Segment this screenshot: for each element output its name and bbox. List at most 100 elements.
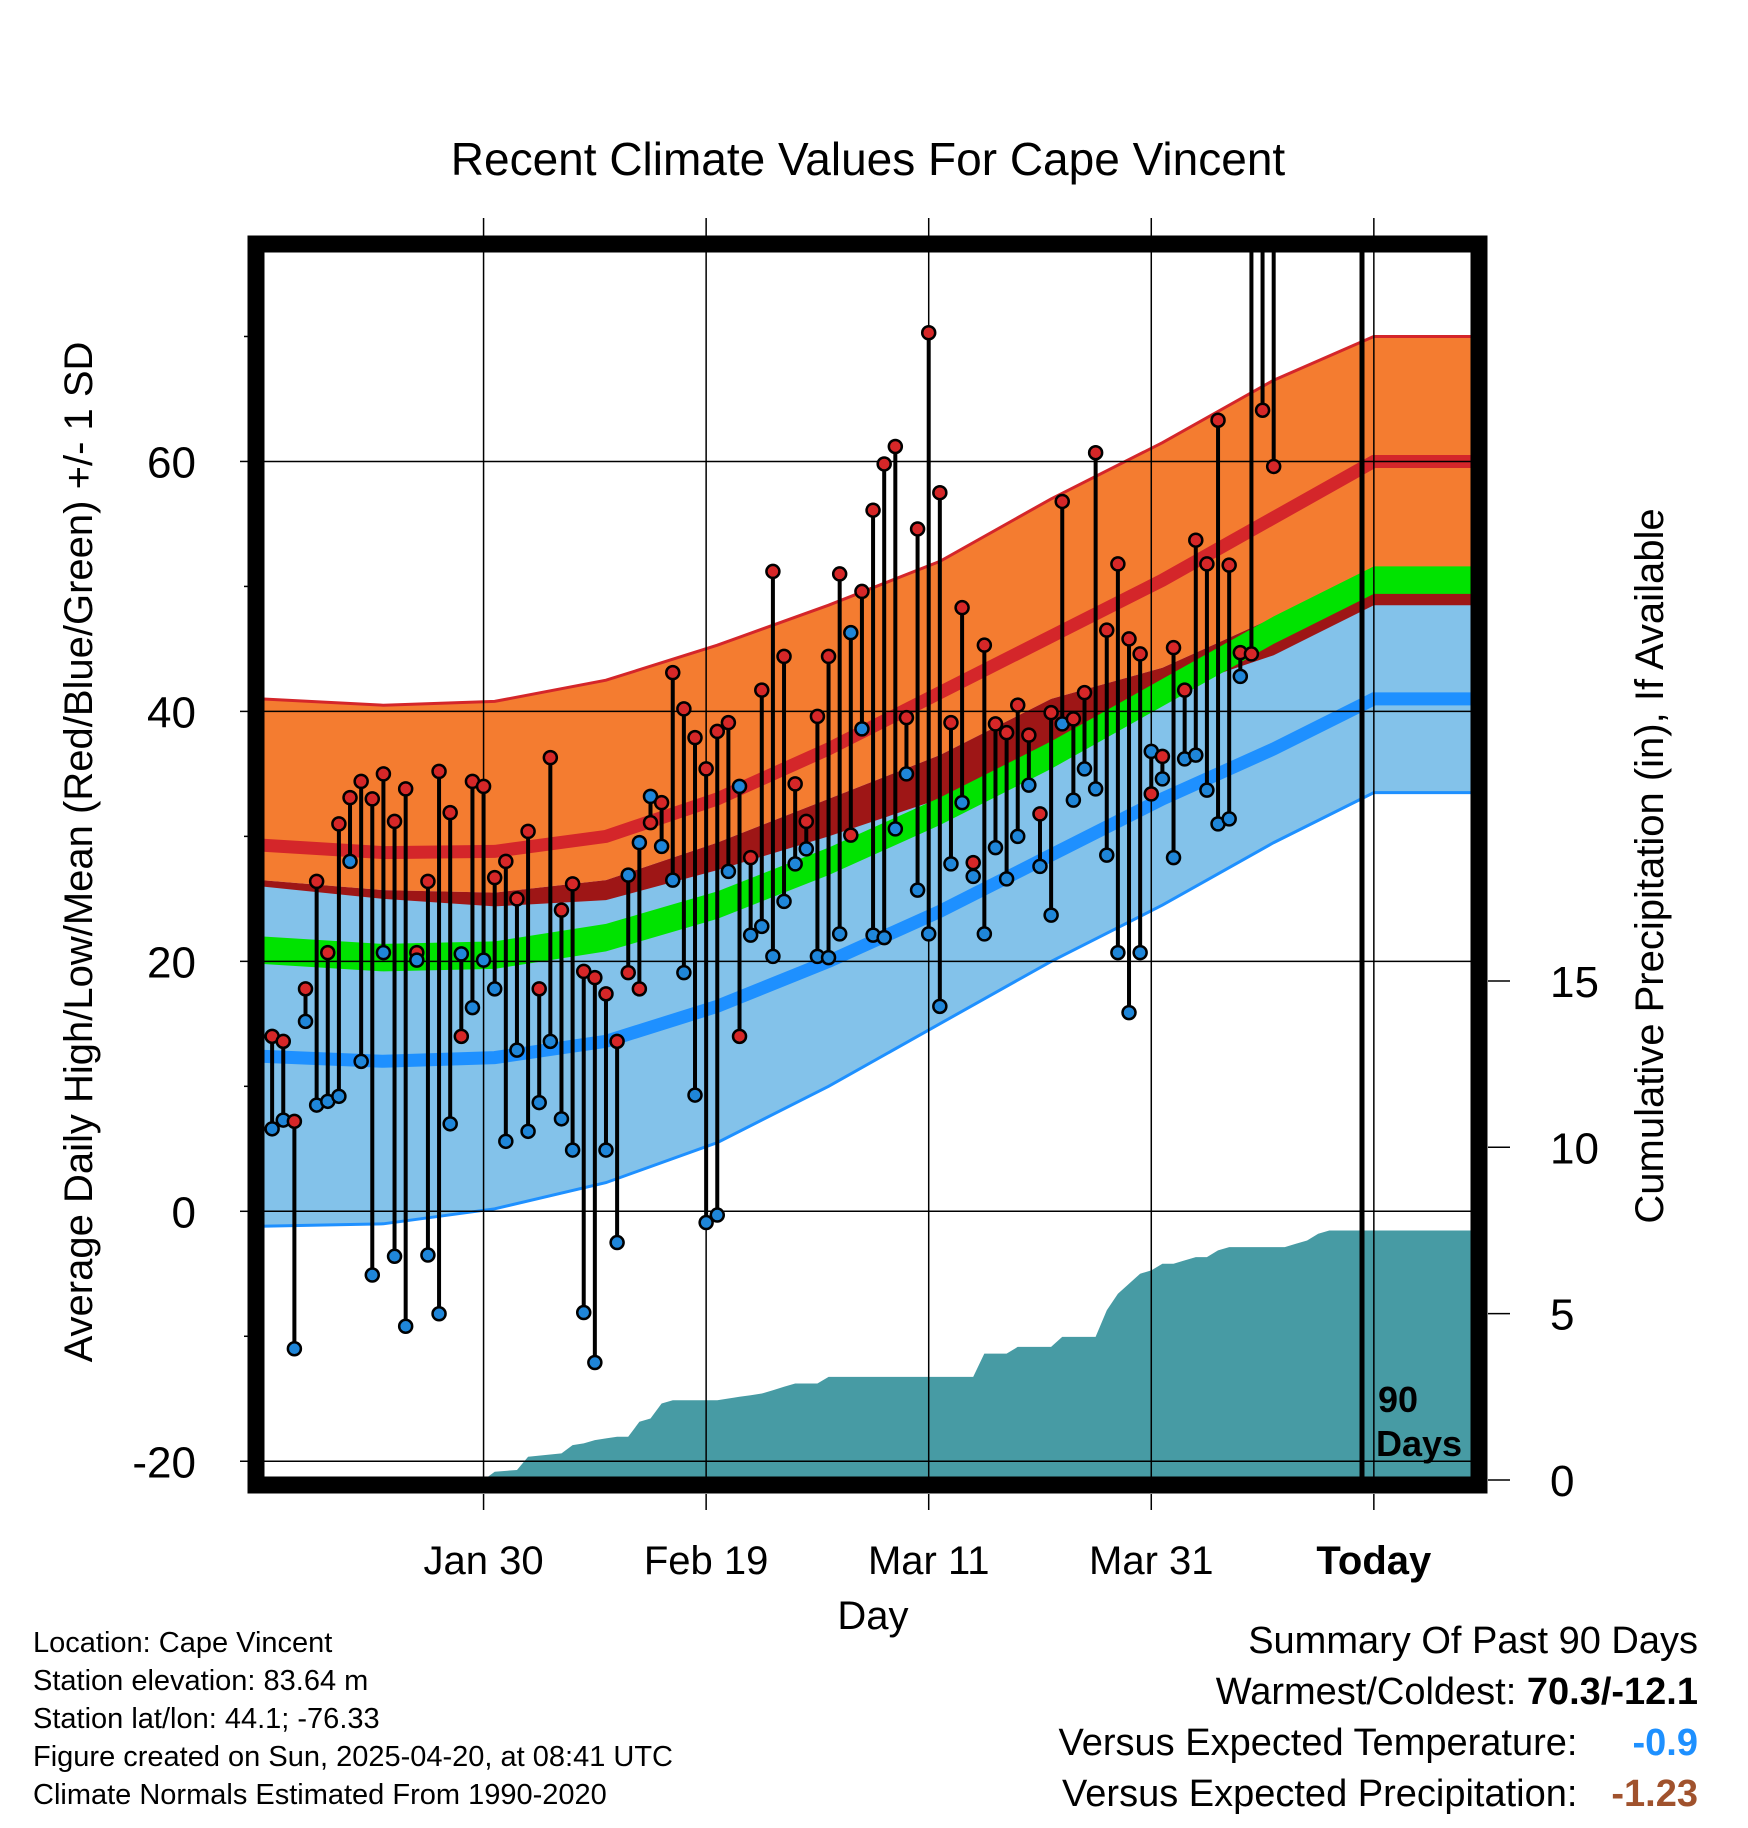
daily-low-point bbox=[965, 868, 981, 885]
x-tick-label: Mar 11 bbox=[868, 1539, 990, 1583]
daily-low-point bbox=[264, 1121, 280, 1137]
daily-high-point bbox=[420, 873, 436, 890]
daily-high-point bbox=[1323, 0, 1336, 7]
daily-high-point bbox=[1356, 0, 1369, 7]
location-text: Location: Cape Vincent bbox=[33, 1627, 333, 1659]
daily-high-point bbox=[809, 708, 826, 725]
daily-low-point bbox=[653, 838, 670, 855]
daily-low-point bbox=[1232, 668, 1249, 685]
daily-high-point bbox=[1165, 639, 1182, 656]
y2-tick-label: 15 bbox=[1550, 958, 1599, 1007]
daily-low-point bbox=[1087, 781, 1104, 797]
chart-title: Recent Climate Values For Cape Vincent bbox=[451, 133, 1286, 185]
daily-low-point bbox=[1009, 828, 1026, 845]
daily-high-point bbox=[1188, 532, 1204, 548]
daily-high-point bbox=[331, 816, 347, 832]
daily-high-point bbox=[1176, 682, 1193, 698]
daily-low-point bbox=[909, 882, 926, 898]
daily-low-point bbox=[598, 1142, 614, 1158]
daily-high-point bbox=[876, 456, 892, 472]
daily-low-point bbox=[564, 1142, 581, 1158]
daily-high-point bbox=[1367, 0, 1380, 7]
daily-high-point bbox=[1278, 0, 1291, 7]
daily-high-point bbox=[698, 761, 714, 777]
daily-low-point bbox=[397, 1318, 414, 1335]
created-text: Figure created on Sun, 2025-04-20, at 08… bbox=[33, 1741, 673, 1773]
daily-low-point bbox=[1165, 849, 1182, 866]
y-tick-label: 60 bbox=[147, 438, 196, 487]
daily-high-point bbox=[1312, 0, 1325, 7]
daily-high-point bbox=[553, 902, 570, 918]
daily-high-point bbox=[1099, 622, 1115, 638]
daily-high-point bbox=[364, 791, 381, 807]
daily-high-point bbox=[1334, 0, 1347, 7]
daily-low-point bbox=[353, 1053, 369, 1070]
daily-low-point bbox=[820, 949, 837, 966]
daily-low-point bbox=[1245, 0, 1258, 7]
daily-high-point bbox=[520, 823, 536, 840]
daily-low-point bbox=[1289, 0, 1302, 7]
daily-high-point bbox=[286, 1113, 303, 1130]
daily-low-point bbox=[876, 929, 892, 946]
daily-low-point bbox=[587, 1354, 603, 1371]
elevation-text: Station elevation: 83.64 m bbox=[33, 1665, 369, 1697]
daily-high-point bbox=[932, 484, 948, 501]
daily-low-point bbox=[987, 839, 1004, 856]
today-days-count: 90 bbox=[1378, 1379, 1418, 1420]
daily-low-point bbox=[1076, 761, 1093, 777]
daily-low-point bbox=[754, 918, 770, 935]
daily-low-point bbox=[453, 946, 470, 962]
daily-low-point bbox=[1267, 0, 1280, 7]
normals-text: Climate Normals Estimated From 1990-2020 bbox=[33, 1779, 607, 1811]
daily-high-point bbox=[787, 776, 803, 792]
daily-low-point bbox=[1356, 0, 1369, 7]
daily-low-point bbox=[1334, 0, 1347, 7]
y-axis-title: Average Daily High/Low/Mean (Red/Blue/Gr… bbox=[57, 342, 101, 1363]
daily-high-point bbox=[865, 502, 881, 518]
daily-high-point bbox=[486, 869, 503, 886]
summary-panel: Summary Of Past 90 Days Warmest/Coldest:… bbox=[1059, 1616, 1698, 1820]
daily-low-point bbox=[1043, 907, 1059, 923]
summary-title: Summary Of Past 90 Days bbox=[1248, 1620, 1698, 1662]
daily-high-point bbox=[1110, 556, 1126, 572]
summary-precip: Versus Expected Precipitation: -1.23 bbox=[1059, 1769, 1698, 1820]
daily-low-point bbox=[509, 1042, 525, 1058]
y-tick-label: 0 bbox=[172, 1188, 196, 1237]
daily-low-point bbox=[687, 1087, 703, 1103]
daily-low-point bbox=[1345, 0, 1358, 7]
axes: -20 0 20 40 60 Jan 30 Feb 19 Mar 11 Mar 31 Today 0… bbox=[132, 218, 1599, 1583]
daily-high-point bbox=[754, 682, 770, 698]
daily-high-point bbox=[798, 813, 815, 830]
daily-low-point bbox=[798, 841, 815, 857]
daily-low-point bbox=[531, 1094, 547, 1111]
normal-bands bbox=[261, 335, 1474, 1228]
daily-low-point bbox=[1323, 0, 1336, 7]
daily-low-point bbox=[1367, 0, 1380, 7]
daily-high-point bbox=[308, 873, 325, 890]
daily-low-point bbox=[898, 766, 915, 782]
daily-high-point bbox=[1043, 704, 1059, 721]
latlon-text: Station lat/lon: 44.1; -76.33 bbox=[33, 1703, 380, 1735]
daily-high-point bbox=[320, 944, 336, 961]
daily-low-point bbox=[609, 1234, 625, 1251]
daily-low-point bbox=[698, 1214, 714, 1231]
precip-area bbox=[383, 1230, 1474, 1480]
daily-low-point bbox=[364, 1267, 381, 1283]
daily-low-point bbox=[1032, 858, 1048, 875]
daily-low-point bbox=[854, 721, 870, 737]
warm-cold-value: 70.3/-12.1 bbox=[1526, 1671, 1698, 1713]
daily-high-point bbox=[820, 648, 837, 665]
daily-low-point bbox=[575, 1304, 592, 1321]
daily-low-point bbox=[731, 778, 748, 795]
daily-high-point bbox=[843, 827, 859, 843]
daily-low-point bbox=[920, 926, 937, 942]
daily-high-point bbox=[598, 986, 614, 1002]
daily-low-point bbox=[831, 926, 848, 942]
daily-high-point bbox=[297, 981, 314, 997]
daily-high-point bbox=[509, 891, 525, 907]
precip-label: Versus Expected Precipitation: bbox=[1062, 1773, 1578, 1815]
daily-low-point bbox=[420, 1247, 436, 1263]
daily-low-point bbox=[943, 856, 959, 872]
daily-low-point bbox=[1221, 811, 1237, 827]
